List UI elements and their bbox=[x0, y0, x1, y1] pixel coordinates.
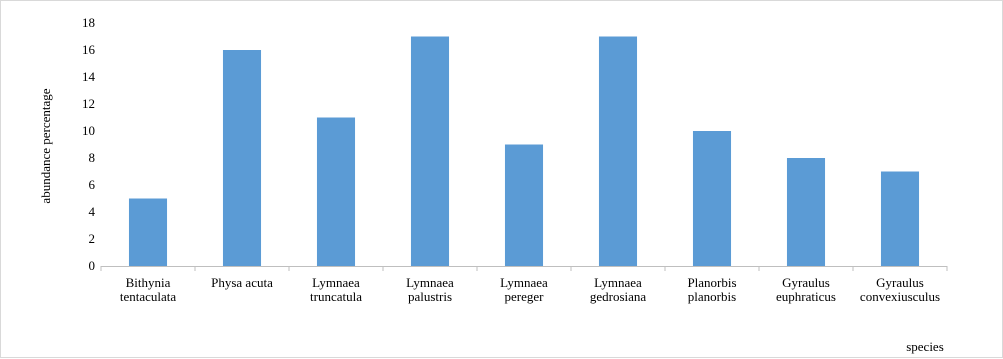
bar bbox=[222, 50, 262, 266]
x-category-label: Lymnaea palustris bbox=[406, 275, 454, 304]
y-tick-label: 2 bbox=[89, 231, 96, 246]
x-axis-category-labels: Bithynia tentaculata Physa acuta Lymnaea tru… bbox=[120, 275, 940, 304]
y-tick-label: 14 bbox=[82, 69, 96, 84]
x-category-label: Bithynia tentaculata bbox=[120, 275, 177, 304]
bar bbox=[128, 198, 168, 266]
x-category-label: Lymnaea truncatula bbox=[310, 275, 362, 304]
x-category-label: Lymnaea gedrosiana bbox=[590, 275, 647, 304]
y-tick-label: 6 bbox=[89, 177, 96, 192]
x-axis-title: species bbox=[906, 339, 944, 354]
bar bbox=[316, 117, 356, 266]
bar-series bbox=[128, 36, 920, 266]
x-category-label: Gyraulus convexiusculus bbox=[860, 275, 940, 304]
y-tick-label: 18 bbox=[82, 15, 95, 30]
y-axis-title: abundance percentage bbox=[38, 88, 53, 203]
bar bbox=[786, 158, 826, 266]
bar bbox=[880, 171, 920, 266]
x-axis-tick-marks bbox=[100, 266, 948, 271]
bar bbox=[692, 131, 732, 266]
x-category-label: Lymnaea pereger bbox=[500, 275, 548, 304]
y-tick-label: 8 bbox=[89, 150, 96, 165]
x-category-label: Physa acuta bbox=[211, 275, 273, 290]
y-tick-label: 4 bbox=[89, 204, 96, 219]
bar bbox=[410, 36, 450, 266]
y-tick-label: 10 bbox=[82, 123, 95, 138]
x-category-label: Planorbis planorbis bbox=[687, 275, 736, 304]
y-tick-label: 0 bbox=[89, 258, 96, 273]
y-tick-label: 16 bbox=[82, 42, 96, 57]
y-axis-tick-labels: 0 2 4 6 8 10 12 14 16 18 bbox=[82, 15, 96, 273]
bar bbox=[504, 144, 544, 266]
x-category-label: Gyraulus euphraticus bbox=[776, 275, 836, 304]
y-tick-label: 12 bbox=[82, 96, 95, 111]
bar bbox=[598, 36, 638, 266]
